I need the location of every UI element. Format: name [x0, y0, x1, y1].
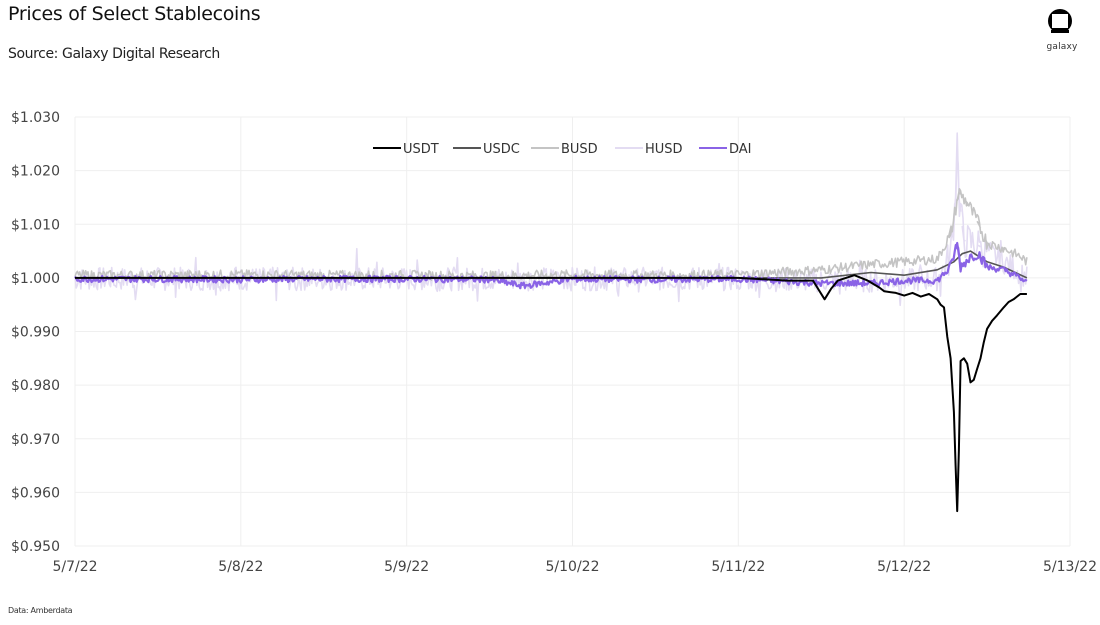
y-tick-label: $1.000	[11, 271, 60, 287]
x-tick-label: 5/10/22	[546, 559, 600, 575]
legend-item-busd: BUSD	[531, 142, 598, 157]
data-source-note: Data: Amberdata	[8, 606, 73, 615]
galaxy-logo-icon	[1048, 9, 1072, 33]
y-axis: $1.030 $1.020 $1.010 $1.000 $0.990 $0.980 $0.9…	[11, 110, 60, 555]
series-line-busd	[74, 188, 1028, 282]
legend-item-usdc: USDC	[453, 142, 520, 157]
x-tick-label: 5/8/22	[218, 559, 263, 575]
legend-item-husd: HUSD	[615, 142, 683, 157]
y-tick-label: $0.970	[11, 432, 60, 448]
galaxy-logo: galaxy	[1040, 6, 1084, 54]
gridlines	[74, 116, 1071, 547]
series-line-dai	[74, 241, 1028, 290]
y-tick-label: $1.010	[11, 217, 60, 233]
galaxy-wordmark: galaxy	[1046, 42, 1078, 52]
x-tick-label: 5/12/22	[877, 559, 931, 575]
legend-label: USDT	[403, 142, 439, 157]
y-tick-label: $0.980	[11, 378, 60, 394]
legend-label: DAI	[729, 142, 752, 157]
chart-subtitle: Source: Galaxy Digital Research	[8, 46, 220, 62]
legend-item-usdt: USDT	[373, 142, 439, 157]
y-tick-label: $1.030	[11, 110, 60, 126]
x-tick-label: 5/11/22	[711, 559, 765, 575]
series-line-usdt	[75, 274, 1027, 513]
line-chart: $1.030 $1.020 $1.010 $1.000 $0.990 $0.980 $0.9…	[11, 110, 1097, 575]
chart-title: Prices of Select Stablecoins	[8, 3, 261, 25]
x-tick-label: 5/13/22	[1043, 559, 1097, 575]
legend-label: HUSD	[645, 142, 683, 157]
legend: USDT USDC BUSD HUSD DAI	[373, 142, 752, 157]
y-tick-label: $1.020	[11, 164, 60, 180]
y-tick-label: $0.960	[11, 485, 60, 501]
x-axis: 5/7/22 5/8/22 5/9/22 5/10/22 5/11/22 5/12/22 5…	[52, 559, 1097, 575]
legend-label: USDC	[483, 142, 520, 157]
y-tick-label: $0.990	[11, 325, 60, 341]
legend-item-dai: DAI	[699, 142, 752, 157]
y-tick-label: $0.950	[11, 539, 60, 555]
series-lines	[74, 132, 1028, 513]
legend-label: BUSD	[561, 142, 598, 157]
x-tick-label: 5/9/22	[384, 559, 429, 575]
x-tick-label: 5/7/22	[52, 559, 97, 575]
